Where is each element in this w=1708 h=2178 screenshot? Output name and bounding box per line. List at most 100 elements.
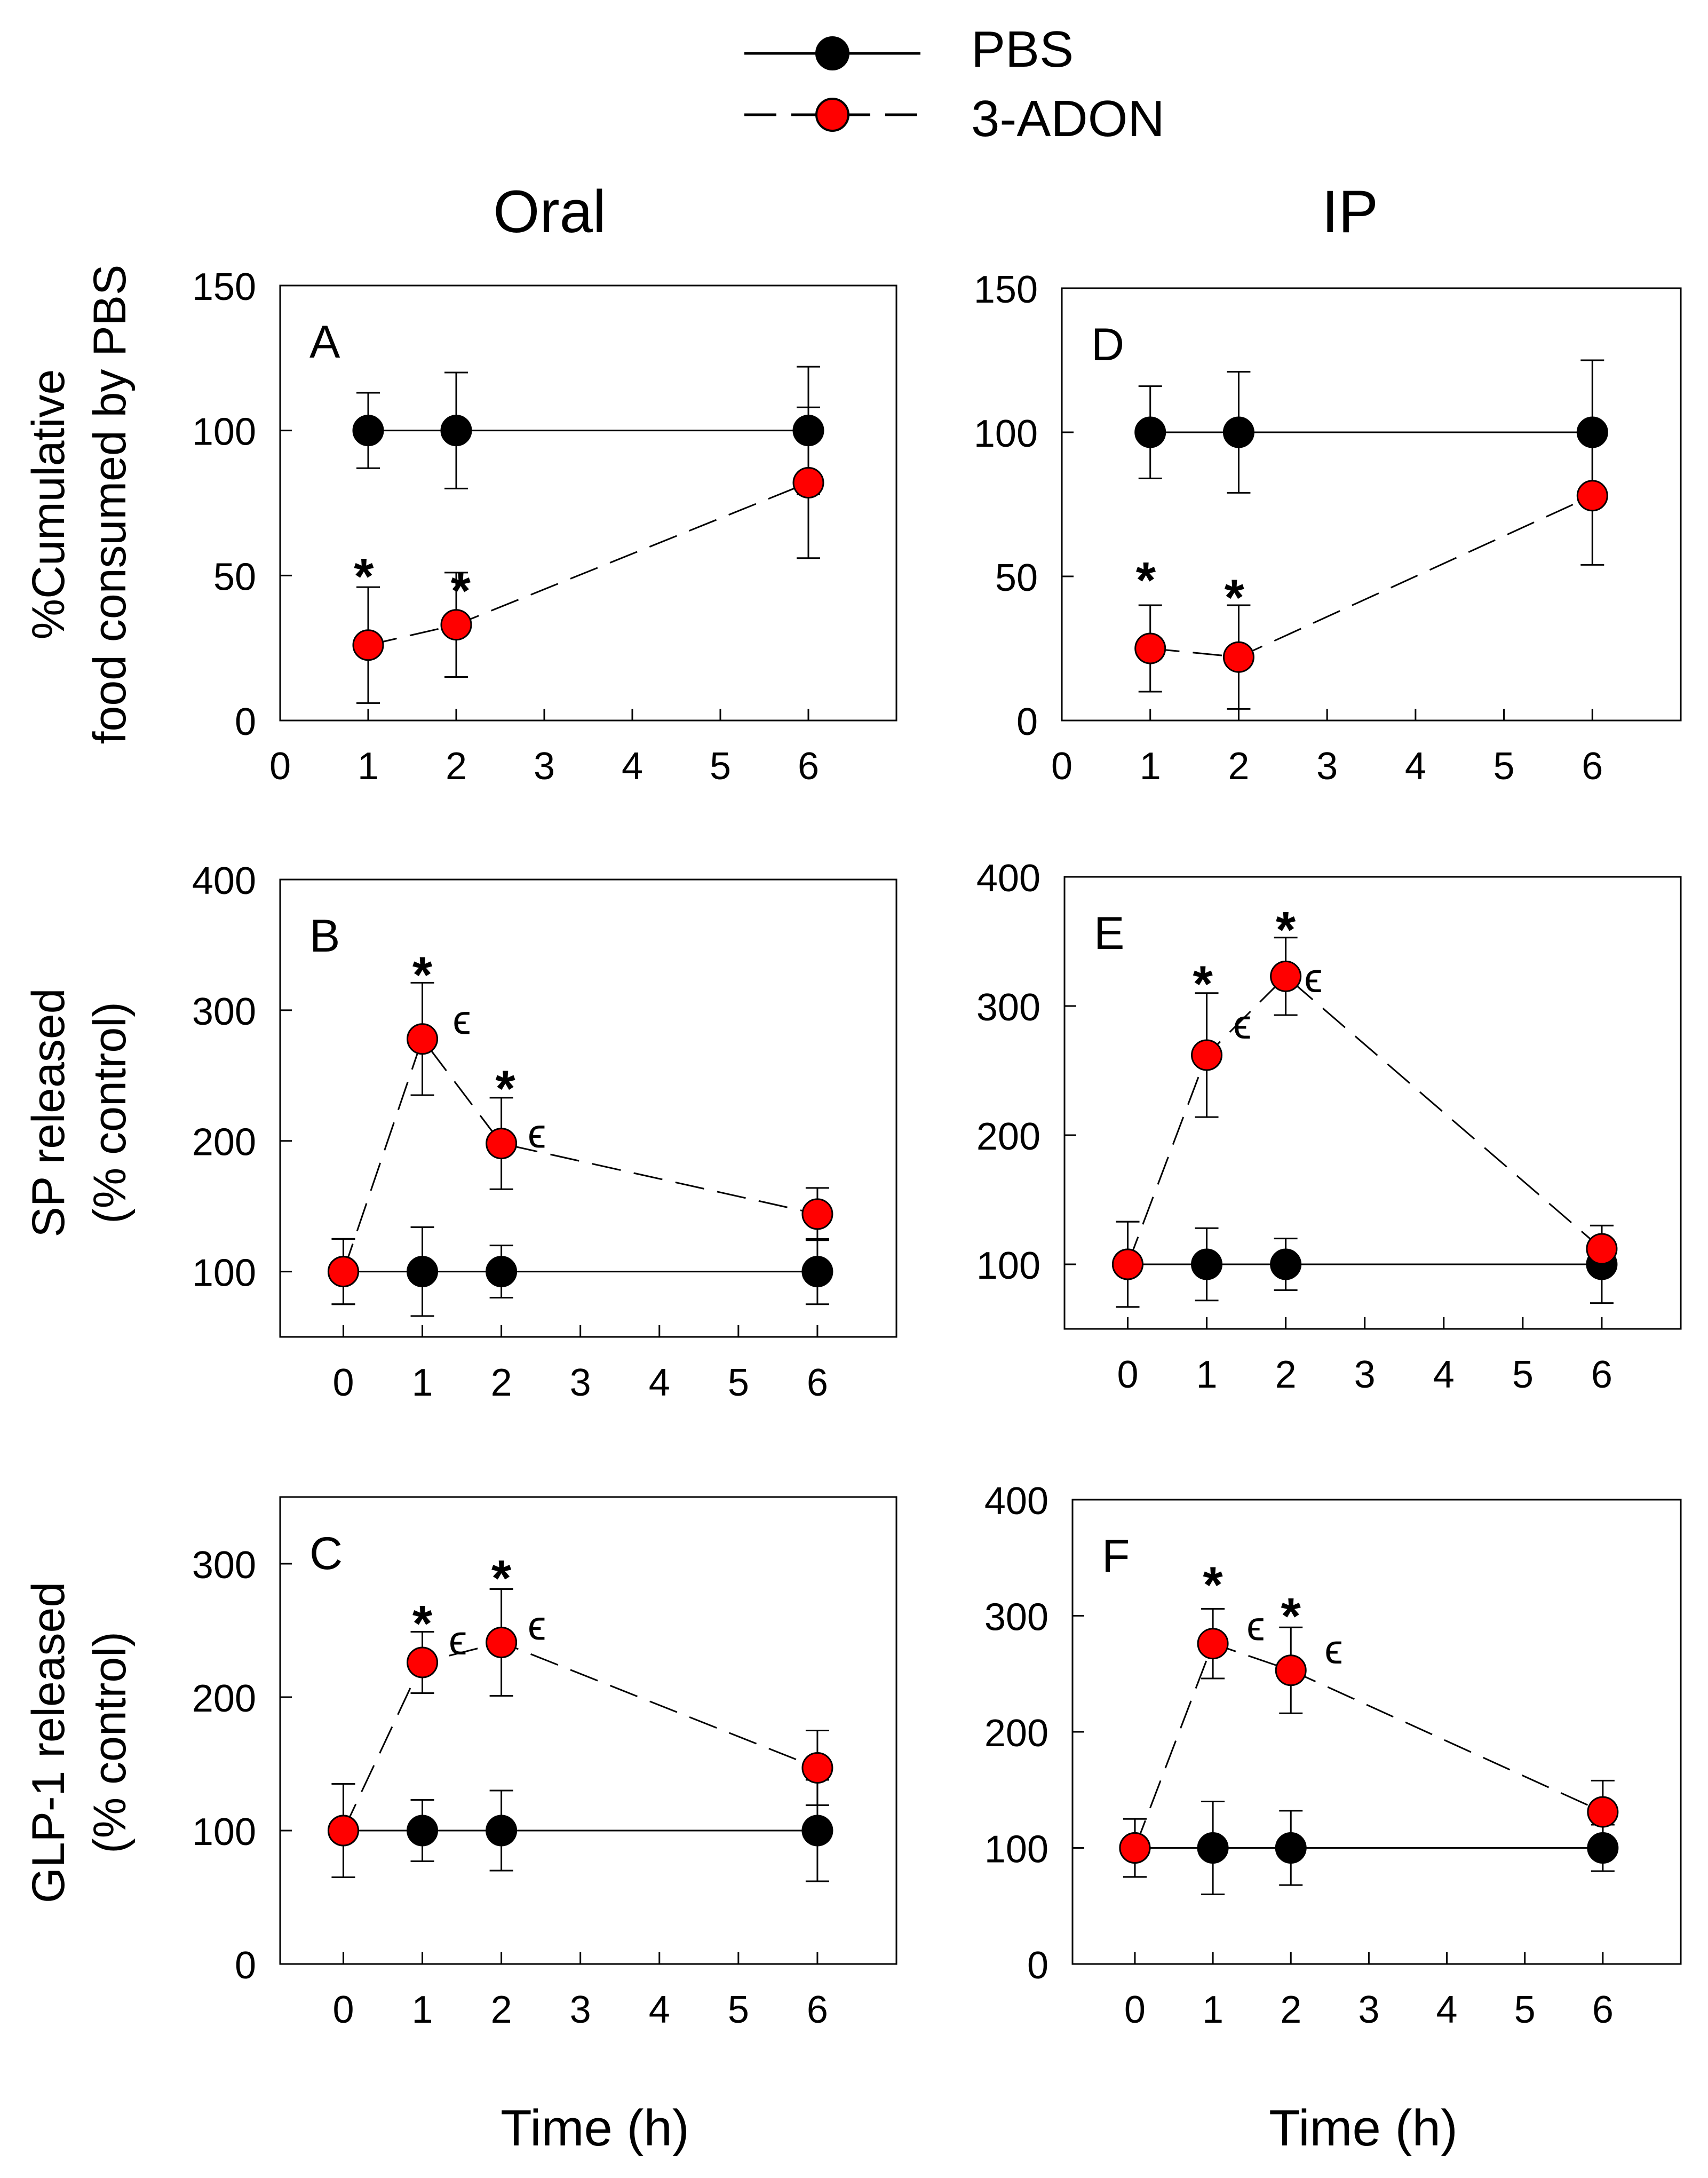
- panel-a-adon-line: [368, 482, 809, 646]
- panel-c-xtick-label: 5: [728, 1989, 749, 2031]
- row1-ylabel-line1: %Cumulative: [23, 369, 74, 640]
- panel-b-pbs-point: [486, 1256, 518, 1288]
- panel-c-adon-point: [327, 1815, 359, 1847]
- panel-b-adon-point: [327, 1256, 359, 1288]
- panel-c-epsilon-mark: ϵ: [449, 1617, 467, 1664]
- panel-a-adon-point: [440, 609, 472, 641]
- column-title-ip: IP: [1322, 178, 1378, 245]
- panel-d-ytick-label: 100: [974, 413, 1038, 455]
- panel-c-pbs-point: [407, 1815, 439, 1847]
- panel-c-letter: C: [309, 1528, 343, 1579]
- panel-b-adon-point: [407, 1023, 439, 1055]
- panel-e-xtick-label: 6: [1591, 1353, 1612, 1396]
- panel-f-xtick-label: 4: [1436, 1989, 1458, 2031]
- panel-f-significance-star: *: [1203, 1556, 1223, 1613]
- panel-e-pbs-point: [1191, 1248, 1223, 1280]
- panel-a-ytick-label: 50: [213, 556, 256, 598]
- panel-d-significance-star: *: [1136, 552, 1156, 609]
- panel-f-ytick-label: 0: [1027, 1944, 1048, 1987]
- panel-d-xtick-label: 2: [1228, 745, 1249, 788]
- panel-a-significance-star: *: [354, 548, 374, 605]
- xlabel-oral: Time (h): [501, 2100, 689, 2157]
- panel-c-xtick-label: 0: [332, 1989, 354, 2031]
- panel-f-ytick-label: 200: [984, 1712, 1048, 1755]
- panel-c-adon-point: [486, 1627, 518, 1658]
- panel-e-xtick-label: 4: [1433, 1353, 1455, 1396]
- panel-e-letter: E: [1094, 908, 1124, 959]
- panel-e-xtick-label: 5: [1512, 1353, 1534, 1396]
- panel-e-significance-star: *: [1193, 956, 1213, 1013]
- panel-e-epsilon-mark: ϵ: [1304, 954, 1322, 1001]
- panel-a-xtick-label: 1: [358, 745, 379, 788]
- panel-d-adon-point: [1134, 632, 1166, 664]
- panel-b-pbs-point: [801, 1256, 833, 1288]
- panel-d-xtick-label: 1: [1140, 745, 1161, 788]
- panel-e-ytick-label: 200: [976, 1115, 1040, 1158]
- panel-e-ytick-label: 300: [976, 986, 1040, 1029]
- panel-e-adon-point: [1191, 1039, 1223, 1071]
- panel-b-adon-point: [486, 1128, 518, 1160]
- panel-B: 100 200 300 400 0 1 2 3 4 5 6 B * ϵ * ϵ: [192, 860, 897, 1404]
- panel-a-adon-point: [792, 466, 824, 498]
- panel-c-xtick-label: 3: [570, 1989, 591, 2031]
- panel-c-ytick-label: 300: [192, 1544, 256, 1587]
- panel-f-adon-point: [1275, 1654, 1307, 1686]
- panel-e-xtick-label: 0: [1117, 1353, 1138, 1396]
- panel-a-ytick-label: 150: [192, 266, 256, 308]
- panel-b-epsilon-mark: ϵ: [452, 996, 471, 1043]
- panel-a-xtick-label: 0: [269, 745, 291, 788]
- panel-d-xtick-label: 6: [1582, 745, 1603, 788]
- panel-b-significance-star: *: [495, 1060, 515, 1117]
- legend-pbs-label: PBS: [971, 21, 1074, 78]
- panel-e-adon-line: [1127, 975, 1602, 1265]
- panel-c-adon-point: [801, 1752, 833, 1784]
- panel-d-xtick-label: 0: [1051, 745, 1073, 788]
- panel-D: 0 50 100 150 0 1 2 3 4 5 6 D * *: [974, 268, 1682, 788]
- panel-c-ytick-label: 0: [235, 1944, 256, 1987]
- panel-f-adon-point: [1197, 1628, 1229, 1660]
- panel-a-adon-point: [352, 629, 384, 661]
- panel-d-significance-star: *: [1224, 569, 1244, 626]
- panel-f-xtick-label: 1: [1202, 1989, 1224, 2031]
- panel-a-pbs-point: [440, 415, 472, 447]
- panel-f-letter: F: [1102, 1531, 1130, 1582]
- row1-ylabel-line2: food consumed by PBS: [84, 265, 136, 745]
- panel-c-ytick-label: 200: [192, 1677, 256, 1720]
- panel-c-xtick-label: 1: [412, 1989, 433, 2031]
- panel-f-significance-star: *: [1281, 1588, 1301, 1645]
- panel-b-ytick-label: 200: [192, 1121, 256, 1164]
- panel-c-significance-star: *: [412, 1595, 433, 1652]
- panel-d-pbs-point: [1576, 416, 1608, 448]
- panel-f-ytick-label: 100: [984, 1828, 1048, 1871]
- legend: PBS 3-ADON: [744, 21, 1165, 147]
- panel-a-xtick-label: 5: [710, 745, 731, 788]
- panel-a-xtick-label: 6: [798, 745, 819, 788]
- panel-e-adon-point: [1586, 1233, 1618, 1265]
- panel-c-adon-point: [407, 1646, 439, 1678]
- row3-ylabel-line1: GLP-1 released: [23, 1582, 74, 1903]
- panel-c-xtick-label: 6: [807, 1989, 828, 2031]
- panel-d-adon-point: [1576, 480, 1608, 512]
- panel-a-xtick-label: 2: [446, 745, 467, 788]
- legend-adon-label: 3-ADON: [971, 90, 1165, 147]
- panel-a-ytick-label: 0: [235, 701, 256, 743]
- panel-b-pbs-point: [407, 1256, 439, 1288]
- panel-f-adon-point: [1587, 1796, 1619, 1828]
- panel-e-ytick-label: 400: [976, 857, 1040, 900]
- panel-F: 0 100 200 300 400 0 1 2 3 4 5 6 F * ϵ * ϵ: [984, 1480, 1682, 2031]
- panel-b-xtick-label: 4: [649, 1361, 670, 1404]
- panel-b-letter: B: [309, 910, 340, 962]
- panel-d-xtick-label: 5: [1493, 745, 1515, 788]
- panel-f-xtick-label: 6: [1592, 1989, 1614, 2031]
- panel-e-frame: [1063, 876, 1682, 1330]
- panel-b-ytick-label: 300: [192, 991, 256, 1033]
- panel-d-ytick-label: 0: [1016, 701, 1038, 743]
- panel-f-xtick-label: 0: [1124, 1989, 1146, 2031]
- panel-c-significance-star: *: [491, 1550, 512, 1607]
- panel-c-frame: [279, 1496, 897, 1965]
- legend-pbs-marker: [815, 36, 849, 70]
- panel-f-adon-point: [1119, 1832, 1151, 1864]
- panel-c-xtick-label: 2: [491, 1989, 512, 2031]
- column-title-oral: Oral: [493, 178, 606, 245]
